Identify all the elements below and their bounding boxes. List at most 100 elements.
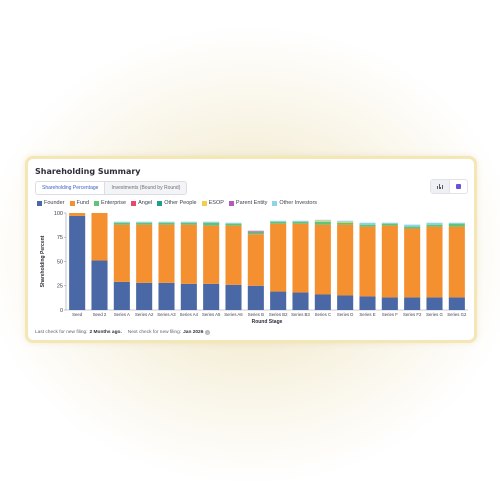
stacked-bar-chart: 0 25 50 75 100 Shareholding Percent Seed Seed 2… bbox=[40, 211, 468, 325]
tab-bar: Shareholding Percentage Investments (Bou… bbox=[35, 181, 188, 195]
bar-segment bbox=[136, 221, 153, 223]
bar-segment bbox=[113, 281, 130, 310]
x-tick-label: Series A3 bbox=[157, 312, 176, 317]
bar-segment bbox=[292, 220, 309, 222]
legend-item[interactable]: Founder bbox=[37, 200, 65, 206]
legend-item[interactable]: Parent Entity bbox=[228, 200, 268, 206]
legend-swatch bbox=[69, 200, 75, 206]
bar-segment bbox=[404, 224, 421, 227]
x-tick-label: Series A6 bbox=[224, 312, 243, 317]
bar-segment bbox=[426, 226, 443, 298]
legend-label: Founder bbox=[44, 200, 65, 206]
bar-segment bbox=[91, 260, 108, 310]
bar-segment bbox=[337, 224, 354, 296]
bar-segment bbox=[136, 224, 153, 283]
bar-segment bbox=[180, 283, 197, 310]
next-check-value: Jan 2026 bbox=[183, 330, 204, 335]
bar-segment bbox=[359, 222, 376, 225]
tab-investments[interactable]: Investments (Bound by Round) bbox=[111, 185, 181, 191]
bar-segment bbox=[225, 222, 242, 224]
x-tick-label: Series F2 bbox=[403, 312, 422, 317]
filing-status: Last check for new filing: 2 Months ago.… bbox=[35, 330, 211, 335]
tab-shareholding-percentage[interactable]: Shareholding Percentage bbox=[36, 182, 106, 194]
card-title: Shareholding Summary bbox=[35, 167, 141, 176]
x-tick-label: Series D bbox=[337, 312, 353, 317]
bar-segment bbox=[158, 224, 175, 283]
bar-segment bbox=[158, 222, 175, 225]
bar-segment bbox=[426, 224, 443, 227]
bar-segment bbox=[314, 221, 331, 225]
bar-segment bbox=[337, 295, 354, 310]
bar-segment bbox=[337, 220, 354, 222]
legend-label: ESOP bbox=[208, 200, 224, 206]
bar-segment bbox=[113, 221, 130, 223]
bar-segment bbox=[158, 282, 175, 310]
x-tick-label: Series A bbox=[114, 312, 130, 317]
last-check-label: Last check for new filing: bbox=[35, 330, 88, 335]
bar-segment bbox=[270, 223, 287, 292]
bar-segment bbox=[91, 213, 108, 261]
bar-segment bbox=[225, 223, 242, 226]
table-view-button[interactable] bbox=[450, 180, 468, 193]
x-tick-label: Series E bbox=[359, 312, 375, 317]
bar-segment bbox=[381, 223, 398, 226]
bar-segment bbox=[381, 222, 398, 224]
view-toggle bbox=[430, 179, 468, 194]
x-tick-label: Seed 2 bbox=[93, 312, 107, 317]
bar-segment bbox=[158, 221, 175, 223]
bar-segment bbox=[314, 220, 331, 222]
bar-segment bbox=[180, 224, 197, 284]
x-tick-label: Series G bbox=[426, 312, 443, 317]
legend-item[interactable]: Other Investors bbox=[272, 200, 317, 206]
bar-chart-icon bbox=[436, 184, 443, 189]
bar-segment bbox=[359, 296, 376, 310]
legend-swatch bbox=[272, 200, 278, 206]
legend-swatch bbox=[131, 200, 137, 206]
bar-segment bbox=[359, 224, 376, 227]
bar-segment bbox=[180, 221, 197, 223]
legend-label: Fund bbox=[76, 200, 90, 206]
bar-segment bbox=[203, 222, 220, 226]
bar-segment bbox=[314, 219, 331, 221]
bar-segment bbox=[69, 213, 86, 216]
x-tick-label: Series A4 bbox=[180, 312, 199, 317]
legend-label: Enterprise bbox=[101, 200, 127, 206]
bar-segment bbox=[381, 297, 398, 310]
bar-segment bbox=[180, 222, 197, 225]
info-icon[interactable]: i bbox=[205, 330, 211, 335]
y-tick-label: 100 bbox=[54, 211, 63, 217]
legend-label: Other People bbox=[164, 200, 197, 206]
chart-view-button[interactable] bbox=[431, 180, 450, 193]
bar-segment bbox=[69, 215, 86, 310]
bar-segment bbox=[270, 221, 287, 224]
legend-item[interactable]: Enterprise bbox=[94, 200, 126, 206]
legend-swatch bbox=[228, 200, 234, 206]
legend-swatch bbox=[157, 200, 163, 206]
next-check-label: Next check for new filing: bbox=[127, 330, 182, 335]
bar-segment bbox=[136, 282, 153, 310]
bar-segment bbox=[337, 221, 354, 223]
bar-segment bbox=[448, 222, 465, 224]
bar-segment bbox=[448, 223, 465, 227]
legend-swatch bbox=[94, 200, 100, 206]
legend-item[interactable]: Angel bbox=[131, 200, 152, 206]
bar-segment bbox=[314, 224, 331, 295]
bar-segment bbox=[292, 292, 309, 310]
x-tick-label: Seed bbox=[72, 312, 83, 317]
legend-label: Parent Entity bbox=[235, 200, 268, 206]
y-tick-label: 50 bbox=[57, 259, 63, 265]
bar-segment bbox=[404, 226, 421, 229]
bar-segment bbox=[337, 222, 354, 225]
legend-swatch bbox=[201, 200, 207, 206]
bar-segment bbox=[381, 225, 398, 298]
x-tick-label: Series C bbox=[315, 312, 331, 317]
bar-segment bbox=[203, 221, 220, 223]
legend-item[interactable]: ESOP bbox=[201, 200, 224, 206]
legend-item[interactable]: Fund bbox=[69, 200, 90, 206]
bar-segment bbox=[247, 230, 264, 232]
shareholding-summary-card: Shareholding Summary Shareholding Percen… bbox=[25, 156, 477, 343]
bar-segment bbox=[359, 226, 376, 297]
x-tick-label: Series B3 bbox=[291, 312, 310, 317]
legend-label: Angel bbox=[138, 200, 153, 206]
legend-item[interactable]: Other People bbox=[157, 200, 197, 206]
